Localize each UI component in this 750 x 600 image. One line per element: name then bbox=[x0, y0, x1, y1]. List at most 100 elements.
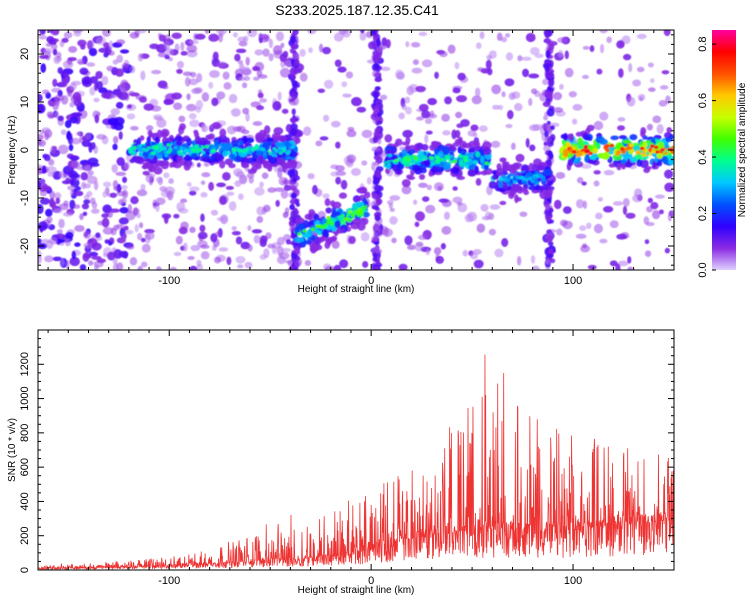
spectrogram-cell bbox=[494, 248, 504, 258]
spectrogram-cell bbox=[96, 36, 106, 46]
spectrogram-cell bbox=[222, 171, 231, 181]
spectrogram-cell bbox=[547, 158, 552, 167]
spectrogram-cell bbox=[439, 51, 448, 58]
spectrogram-cell bbox=[102, 227, 114, 235]
spectrogram-cell bbox=[556, 228, 563, 236]
spectrogram-y-tick-label: 10 bbox=[19, 96, 31, 108]
spectrogram-cell bbox=[95, 232, 101, 239]
spectrogram-cell bbox=[290, 128, 297, 137]
spectrogram-cell bbox=[395, 69, 404, 80]
spectrogram-cell bbox=[164, 186, 175, 196]
spectrogram-cells bbox=[38, 30, 674, 270]
spectrogram-cell bbox=[82, 252, 90, 262]
snr-y-ticks: 0 200 400 600 800 1000 1200 bbox=[19, 329, 674, 573]
spectrogram-cell bbox=[501, 181, 508, 190]
spectrogram-cell bbox=[647, 62, 654, 68]
spectrogram-cell bbox=[53, 208, 63, 214]
spectrogram-cell bbox=[671, 209, 674, 216]
spectrogram-cell bbox=[151, 69, 162, 75]
spectrogram-cell bbox=[96, 111, 101, 117]
spectrogram-cell bbox=[484, 161, 489, 166]
spectrogram-cell bbox=[129, 158, 135, 164]
spectrogram-cell bbox=[534, 53, 544, 59]
spectrogram-cell bbox=[166, 150, 171, 154]
spectrogram-cell bbox=[627, 256, 632, 264]
spectrogram-cell bbox=[38, 254, 42, 264]
spectrogram-cell bbox=[103, 52, 109, 58]
spectrogram-cell bbox=[195, 99, 204, 110]
spectrogram-cell bbox=[268, 53, 274, 62]
spectrogram-cell bbox=[475, 151, 481, 158]
spectrogram-cell bbox=[140, 183, 146, 191]
spectrogram-cell bbox=[609, 220, 619, 229]
spectrogram-cell bbox=[200, 244, 210, 249]
spectrogram-cell bbox=[557, 49, 564, 58]
spectrogram-cell bbox=[482, 141, 492, 150]
spectrogram-cell bbox=[472, 132, 478, 138]
spectrogram-cell bbox=[259, 238, 267, 248]
spectrogram-cell bbox=[116, 90, 123, 99]
spectrogram-cell bbox=[442, 158, 447, 163]
spectrogram-cell bbox=[562, 148, 569, 158]
spectrogram-cell bbox=[495, 168, 505, 177]
spectrogram-cell bbox=[332, 201, 342, 209]
spectrogram-cell bbox=[264, 125, 271, 135]
colorbar-tick-label: 0.2 bbox=[697, 206, 709, 221]
spectrogram-cell bbox=[150, 151, 155, 156]
colorbar-gradient bbox=[712, 30, 736, 270]
spectrogram-cell bbox=[71, 137, 81, 145]
spectrogram-cell bbox=[57, 115, 64, 122]
spectrogram-cell bbox=[292, 52, 300, 59]
spectrogram-cell bbox=[474, 165, 479, 174]
spectrogram-cell bbox=[60, 129, 67, 136]
spectrogram-cell bbox=[334, 59, 342, 68]
spectrogram-cell bbox=[644, 148, 649, 153]
spectrogram-cell bbox=[636, 33, 647, 40]
spectrogram-cell bbox=[618, 68, 624, 78]
spectrogram-y-tick-label: -10 bbox=[19, 190, 31, 206]
spectrogram-cell bbox=[138, 151, 143, 156]
spectrogram-cell bbox=[194, 33, 206, 40]
spectrogram-cell bbox=[384, 226, 389, 237]
spectrogram-cell bbox=[531, 123, 543, 131]
spectrogram-cell bbox=[107, 117, 119, 126]
spectrogram-cell bbox=[427, 97, 438, 106]
spectrogram-cell bbox=[662, 156, 669, 165]
spectrogram-cell bbox=[480, 204, 489, 212]
spectrogram-cell bbox=[54, 110, 60, 119]
spectrogram-cell bbox=[388, 203, 393, 209]
spectrogram-cell bbox=[619, 147, 625, 151]
spectrogram-cell bbox=[599, 43, 605, 54]
spectrogram-cell bbox=[428, 170, 433, 177]
spectrogram-cell bbox=[621, 163, 626, 170]
spectrogram-cell bbox=[63, 31, 73, 39]
spectrogram-cell bbox=[136, 232, 143, 241]
spectrogram-cell bbox=[575, 153, 581, 158]
spectrogram-cell bbox=[665, 136, 673, 143]
spectrogram-cell bbox=[235, 236, 243, 245]
spectrogram-cell bbox=[309, 244, 317, 254]
spectrogram-cell bbox=[595, 212, 603, 220]
spectrogram-cell bbox=[226, 151, 231, 155]
spectrogram-cell bbox=[544, 234, 552, 243]
spectrogram-cell bbox=[609, 260, 618, 267]
spectrogram-cell bbox=[345, 71, 354, 79]
spectrogram-cell bbox=[322, 193, 330, 199]
spectrogram-cell bbox=[617, 117, 626, 122]
spectrogram-cell bbox=[389, 216, 398, 225]
spectrogram-cell bbox=[90, 142, 96, 150]
spectrogram-cell bbox=[71, 160, 80, 169]
spectrogram-cell bbox=[524, 175, 530, 180]
spectrogram-cell bbox=[255, 134, 264, 144]
spectrogram-cell bbox=[90, 208, 100, 214]
spectrogram-cell bbox=[514, 194, 519, 204]
spectrogram-cell bbox=[75, 131, 82, 136]
spectrogram-cell bbox=[86, 62, 96, 67]
spectrogram-cell bbox=[361, 160, 368, 166]
spectrogram-cell bbox=[515, 153, 525, 163]
spectrogram-cell bbox=[609, 143, 615, 148]
spectrogram-cell bbox=[331, 210, 336, 220]
spectrogram-cell bbox=[580, 163, 592, 169]
spectrogram-cell bbox=[204, 30, 210, 34]
spectrogram-cell bbox=[275, 141, 284, 148]
